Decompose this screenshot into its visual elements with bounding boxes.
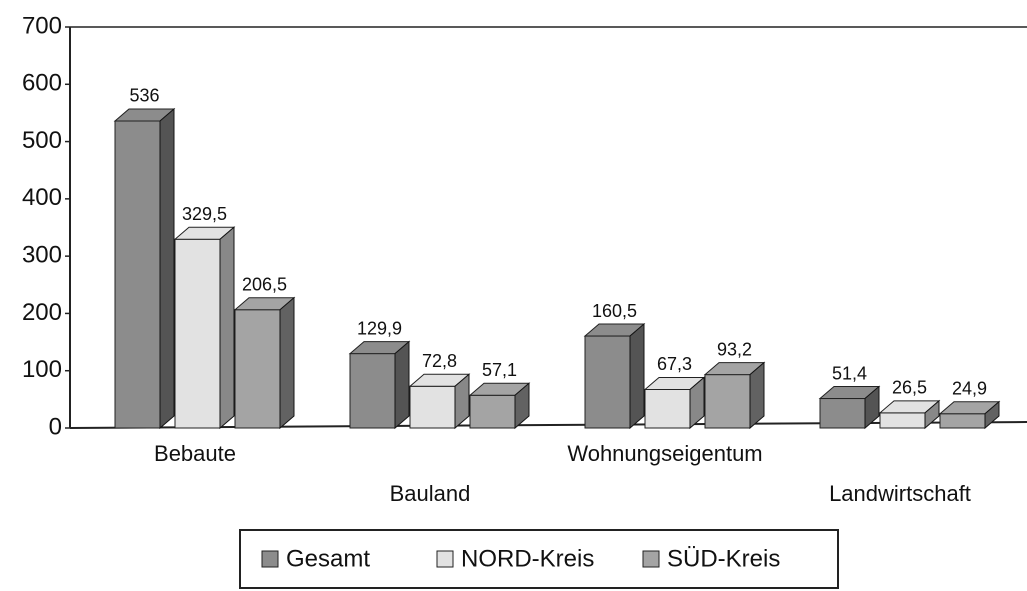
bar-side xyxy=(159,107,175,430)
value-label: 329,5 xyxy=(182,204,227,224)
y-tick-label: 500 xyxy=(22,127,62,154)
x-tick-label: Wohnungseigentum xyxy=(567,441,762,466)
bar-side xyxy=(279,296,295,430)
legend-swatch xyxy=(261,550,279,568)
bar xyxy=(409,385,456,429)
bar-side xyxy=(629,322,645,430)
bar xyxy=(584,335,631,429)
bar xyxy=(469,394,516,429)
value-label: 160,5 xyxy=(592,301,637,321)
bar xyxy=(644,388,691,429)
value-label: 536 xyxy=(129,86,159,106)
bar-side xyxy=(514,382,530,430)
x-tick-label: Bauland xyxy=(390,481,471,506)
y-tick-label: 400 xyxy=(22,184,62,211)
bar-side xyxy=(454,373,470,430)
bar-side xyxy=(689,376,705,430)
y-tick-label: 300 xyxy=(22,241,62,268)
value-label: 26,5 xyxy=(892,378,927,398)
y-tick-label: 700 xyxy=(22,12,62,39)
x-tick-label: Bebaute xyxy=(154,441,236,466)
bar xyxy=(114,120,161,429)
legend-label: Gesamt xyxy=(286,545,370,572)
x-tick-label: Landwirtschaft xyxy=(829,481,971,506)
bar-side xyxy=(984,400,1000,430)
bar xyxy=(879,412,926,429)
legend-swatch xyxy=(436,550,454,568)
value-label: 67,3 xyxy=(657,354,692,374)
bar-side xyxy=(394,340,410,430)
value-label: 129,9 xyxy=(357,318,402,338)
legend-label: NORD-Kreis xyxy=(461,545,594,572)
bar xyxy=(234,309,281,429)
value-label: 57,1 xyxy=(482,360,517,380)
y-tick-label: 0 xyxy=(49,413,62,440)
bar-side xyxy=(219,226,235,430)
bar xyxy=(174,238,221,429)
value-label: 93,2 xyxy=(717,339,752,359)
bar xyxy=(349,353,396,429)
bar xyxy=(939,413,986,429)
bar-side xyxy=(864,385,880,430)
y-tick-label: 200 xyxy=(22,299,62,326)
bar xyxy=(819,398,866,429)
bar-side xyxy=(924,399,940,430)
bar-side xyxy=(749,361,765,430)
bar xyxy=(704,374,751,429)
value-label: 24,9 xyxy=(952,378,987,398)
legend-swatch xyxy=(642,550,660,568)
legend-label: SÜD-Kreis xyxy=(667,545,780,572)
y-tick-label: 600 xyxy=(22,70,62,97)
value-label: 72,8 xyxy=(422,351,457,371)
legend-box xyxy=(239,529,839,589)
value-label: 206,5 xyxy=(242,274,287,294)
y-tick-label: 100 xyxy=(22,356,62,383)
value-label: 51,4 xyxy=(832,363,867,383)
